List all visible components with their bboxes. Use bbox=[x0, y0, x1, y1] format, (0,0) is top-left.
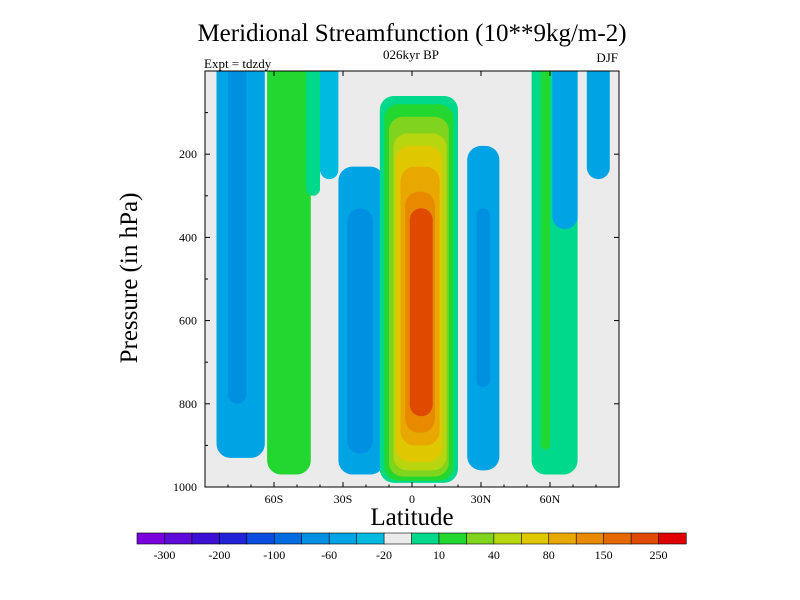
y-tick-label: 200 bbox=[179, 147, 197, 161]
contour-nh-ferrel-core bbox=[476, 208, 491, 388]
colorbar-swatch bbox=[575, 532, 605, 545]
colorbar-swatch bbox=[219, 532, 248, 545]
colorbar-swatch bbox=[493, 532, 522, 545]
colorbar-label: 80 bbox=[543, 548, 555, 562]
contour-sh-ferrel-edge bbox=[306, 71, 320, 196]
colorbar-swatch bbox=[301, 532, 330, 545]
y-axis: 200 400 600 800 1000 bbox=[173, 112, 619, 494]
colorbar-label: 40 bbox=[488, 548, 500, 562]
colorbar-swatch bbox=[466, 532, 495, 545]
colorbar-swatch bbox=[383, 532, 413, 545]
colorbar-label: -300 bbox=[153, 548, 175, 562]
colorbar-swatch bbox=[520, 532, 550, 545]
colorbar-label: 150 bbox=[595, 548, 613, 562]
y-tick-label: 600 bbox=[179, 314, 197, 328]
x-axis: 60S 30S 0 30N 60N bbox=[227, 71, 597, 506]
chart-subtitle-center: 026kyr BP bbox=[383, 47, 439, 62]
colorbar-label: -60 bbox=[321, 548, 337, 562]
colorbar-swatch bbox=[136, 532, 166, 545]
colorbar bbox=[136, 532, 687, 545]
contour-eq-hadley-250 bbox=[409, 208, 433, 417]
colorbar-labels: -300 -200 -100 -60 -20 10 40 80 150 250 bbox=[153, 548, 667, 562]
colorbar-swatch bbox=[438, 532, 468, 545]
colorbar-swatch bbox=[246, 532, 275, 545]
colorbar-swatch bbox=[411, 532, 440, 545]
colorbar-swatch bbox=[658, 532, 687, 545]
contour-sh-hadley-top bbox=[320, 71, 339, 180]
contour-sh-ferrel-cell bbox=[267, 71, 311, 475]
colorbar-swatch bbox=[273, 532, 303, 545]
y-axis-label: Pressure (in hPa) bbox=[116, 193, 143, 364]
x-tick-label: 60N bbox=[540, 492, 561, 506]
contour-nh-mid-core bbox=[540, 71, 550, 450]
y-tick-label: 400 bbox=[179, 230, 197, 244]
y-tick-label: 800 bbox=[179, 397, 197, 411]
chart-title: Meridional Streamfunction (10**9kg/m-2) bbox=[197, 20, 626, 47]
colorbar-swatch bbox=[164, 532, 193, 545]
x-tick-label: 0 bbox=[409, 492, 415, 506]
colorbar-label: 250 bbox=[650, 548, 668, 562]
x-axis-label: Latitude bbox=[370, 504, 453, 531]
colorbar-label: 10 bbox=[433, 548, 445, 562]
colorbar-swatch bbox=[328, 532, 358, 545]
colorbar-swatch bbox=[356, 532, 385, 545]
colorbar-swatch bbox=[603, 532, 632, 545]
chart-subtitle-left: Expt = tdzdy bbox=[204, 56, 272, 71]
colorbar-label: -20 bbox=[376, 548, 392, 562]
contour-nh-polar-cell bbox=[552, 71, 578, 230]
colorbar-swatch bbox=[548, 532, 577, 545]
x-tick-label: 30S bbox=[334, 492, 353, 506]
contour-sh-hadley-core bbox=[347, 208, 373, 454]
chart-subtitle-right: DJF bbox=[596, 50, 618, 65]
x-tick-label: 30N bbox=[471, 492, 492, 506]
contour-layer bbox=[216, 71, 610, 483]
colorbar-swatch bbox=[191, 532, 220, 545]
contour-sh-polar-core bbox=[228, 71, 247, 404]
colorbar-label: -200 bbox=[208, 548, 230, 562]
contour-nh-polar-top bbox=[586, 71, 610, 180]
x-tick-label: 60S bbox=[265, 492, 284, 506]
y-tick-label: 1000 bbox=[173, 480, 197, 494]
colorbar-swatch bbox=[630, 532, 660, 545]
colorbar-label: -100 bbox=[263, 548, 285, 562]
